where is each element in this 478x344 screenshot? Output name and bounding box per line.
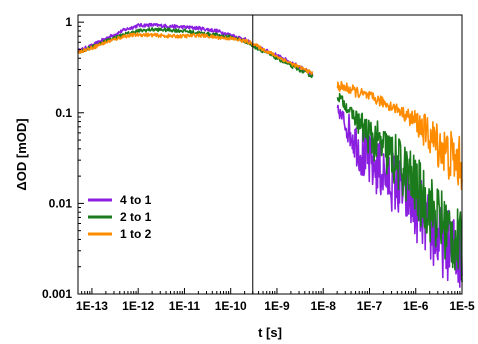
x-tick-label: 1E-7 [357, 299, 383, 313]
series-line-0-part-1 [336, 104, 463, 288]
series-line-1-part-0 [77, 26, 314, 79]
x-axis-label: t [s] [258, 325, 282, 340]
series-line-0-part-0 [77, 22, 314, 75]
series-layer [77, 22, 463, 288]
legend-label: 2 to 1 [120, 210, 152, 224]
series-line-2-part-1 [336, 80, 463, 191]
y-tick-label: 0.01 [49, 196, 73, 210]
y-tick-label: 1 [65, 15, 72, 29]
y-axis-ticks: 0.001 0.01 0.1 1 [42, 15, 84, 301]
x-tick-label: 1E-6 [403, 299, 429, 313]
series-line-2-part-0 [77, 32, 314, 75]
x-tick-label: 1E-5 [449, 299, 475, 313]
y-tick-label: 0.001 [42, 287, 72, 301]
legend-label: 4 to 1 [120, 193, 152, 207]
y-tick-label: 0.1 [55, 106, 72, 120]
x-tick-label: 1E-13 [76, 299, 108, 313]
x-tick-label: 1E-12 [122, 299, 154, 313]
x-tick-label: 1E-9 [264, 299, 290, 313]
x-axis-ticks: 1E-13 1E-12 1E-11 1E-10 1E-9 1E-8 1E-7 1E-6 1E-5 [76, 288, 475, 313]
series-line-1-part-1 [336, 92, 463, 283]
legend: 4 to 1 2 to 1 1 to 2 [88, 193, 152, 241]
legend-label: 1 to 2 [120, 227, 152, 241]
y-axis-label: ΔOD [mOD] [14, 118, 29, 190]
x-tick-label: 1E-11 [169, 299, 201, 313]
x-tick-label: 1E-8 [311, 299, 337, 313]
x-tick-label: 1E-10 [215, 299, 247, 313]
